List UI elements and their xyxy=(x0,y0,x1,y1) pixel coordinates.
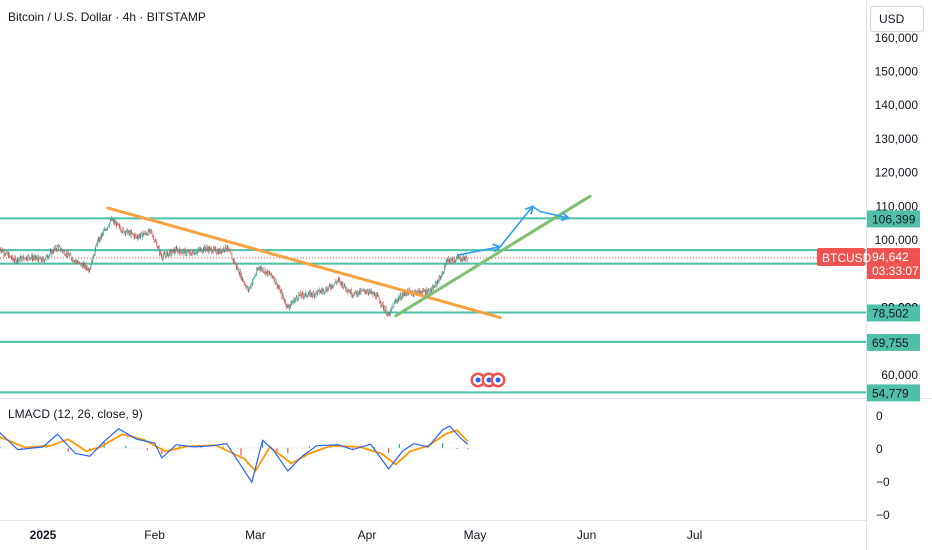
time-tick-label: 2025 xyxy=(30,528,57,542)
projection-path[interactable] xyxy=(456,205,569,256)
countdown-badge xyxy=(867,263,920,280)
candlestick-series xyxy=(0,216,468,318)
price-tick-label: 140,000 xyxy=(875,98,919,112)
current-price-badge xyxy=(867,248,920,266)
price-labels: 106,39991,99478,50269,75554,77994,64203:… xyxy=(817,210,920,402)
histogram-bar xyxy=(398,444,400,448)
price-tick-label-partial: 80,000 xyxy=(881,300,918,314)
histogram-bar xyxy=(287,448,289,453)
histogram-bar xyxy=(456,448,458,450)
histogram-bar xyxy=(67,448,69,452)
lmacd-tick-label: −0 xyxy=(876,508,890,522)
price-tick-label: 160,000 xyxy=(875,31,919,45)
level-price-badge xyxy=(867,304,920,322)
histogram-bar xyxy=(240,448,242,456)
histogram-bar xyxy=(276,448,278,452)
lmacd-axis-ticks: 0 0 −0 −0 xyxy=(876,409,890,522)
macd-line xyxy=(0,425,469,484)
histogram-bar xyxy=(125,445,127,448)
level-price-text: 69,755 xyxy=(872,336,909,350)
time-tick-label: May xyxy=(464,528,487,542)
histogram-bar xyxy=(161,448,163,455)
projection-arrowhead xyxy=(524,204,534,215)
projection-arrowhead xyxy=(560,212,571,222)
lmacd-tick-label: 0 xyxy=(876,409,883,423)
histogram-bar xyxy=(388,448,390,453)
price-tick-label: 110,000 xyxy=(876,199,919,213)
level-price-badge xyxy=(867,333,920,351)
event-us-flag-icon-dot xyxy=(475,377,481,383)
histogram-bar xyxy=(467,448,469,450)
histogram-bar xyxy=(146,448,148,451)
histogram-bar xyxy=(442,443,444,448)
uptrend-line[interactable] xyxy=(394,194,592,318)
histogram-bar xyxy=(262,441,264,448)
histogram-bar xyxy=(330,446,332,448)
time-axis-ticks: 2025 Feb Mar Apr May Jun Jul xyxy=(30,528,703,542)
symbol-badge[interactable] xyxy=(817,248,865,267)
economic-events[interactable] xyxy=(470,372,506,388)
currency-button[interactable]: USD xyxy=(870,6,924,32)
lmacd-pane xyxy=(0,425,480,484)
histogram-bar xyxy=(200,446,202,448)
level-price-badge xyxy=(867,384,920,402)
level-price-text: 78,502 xyxy=(872,306,909,320)
event-us-flag-icon-dot xyxy=(495,377,501,383)
signal-line xyxy=(0,429,469,473)
projection-arrowhead xyxy=(492,243,502,253)
price-tick-label: 60,000 xyxy=(881,368,918,382)
histogram-bar xyxy=(308,445,310,448)
trendlines xyxy=(106,194,592,320)
level-price-badge xyxy=(867,210,920,228)
downtrend-line[interactable] xyxy=(106,206,502,320)
indicator-title[interactable]: LMACD (12, 26, close, 9) xyxy=(8,407,143,421)
countdown-text: 03:33:07 xyxy=(872,264,919,278)
event-us-flag-icon-dot xyxy=(486,377,492,383)
histogram-bar xyxy=(179,445,181,448)
price-axis-ticks: 60,00070,00080,00090,000100,000110,00012… xyxy=(875,31,919,382)
horizontal-levels xyxy=(0,217,866,394)
price-tick-label: 100,000 xyxy=(875,233,919,247)
lmacd-tick-label: −0 xyxy=(876,475,890,489)
time-tick-label: Feb xyxy=(144,528,165,542)
histogram-bar xyxy=(373,446,375,448)
price-tick-label: 130,000 xyxy=(875,132,919,146)
current-price-text: 94,642 xyxy=(872,250,909,264)
time-tick-label: Apr xyxy=(358,528,377,542)
chart-title[interactable]: Bitcoin / U.S. Dollar · 4h · BITSTAMP xyxy=(8,10,206,24)
symbol-text: BTCUSD xyxy=(822,251,872,265)
price-tick-label: 120,000 xyxy=(875,166,919,180)
level-price-text: 54,779 xyxy=(872,386,909,400)
histogram-bar xyxy=(222,446,224,448)
level-price-text: 106,399 xyxy=(872,212,916,226)
price-tick-label: 150,000 xyxy=(875,65,919,79)
time-tick-label: Mar xyxy=(245,528,266,542)
time-tick-label: Jul xyxy=(687,528,702,542)
time-tick-label: Jun xyxy=(577,528,596,542)
lmacd-tick-label: 0 xyxy=(876,442,883,456)
